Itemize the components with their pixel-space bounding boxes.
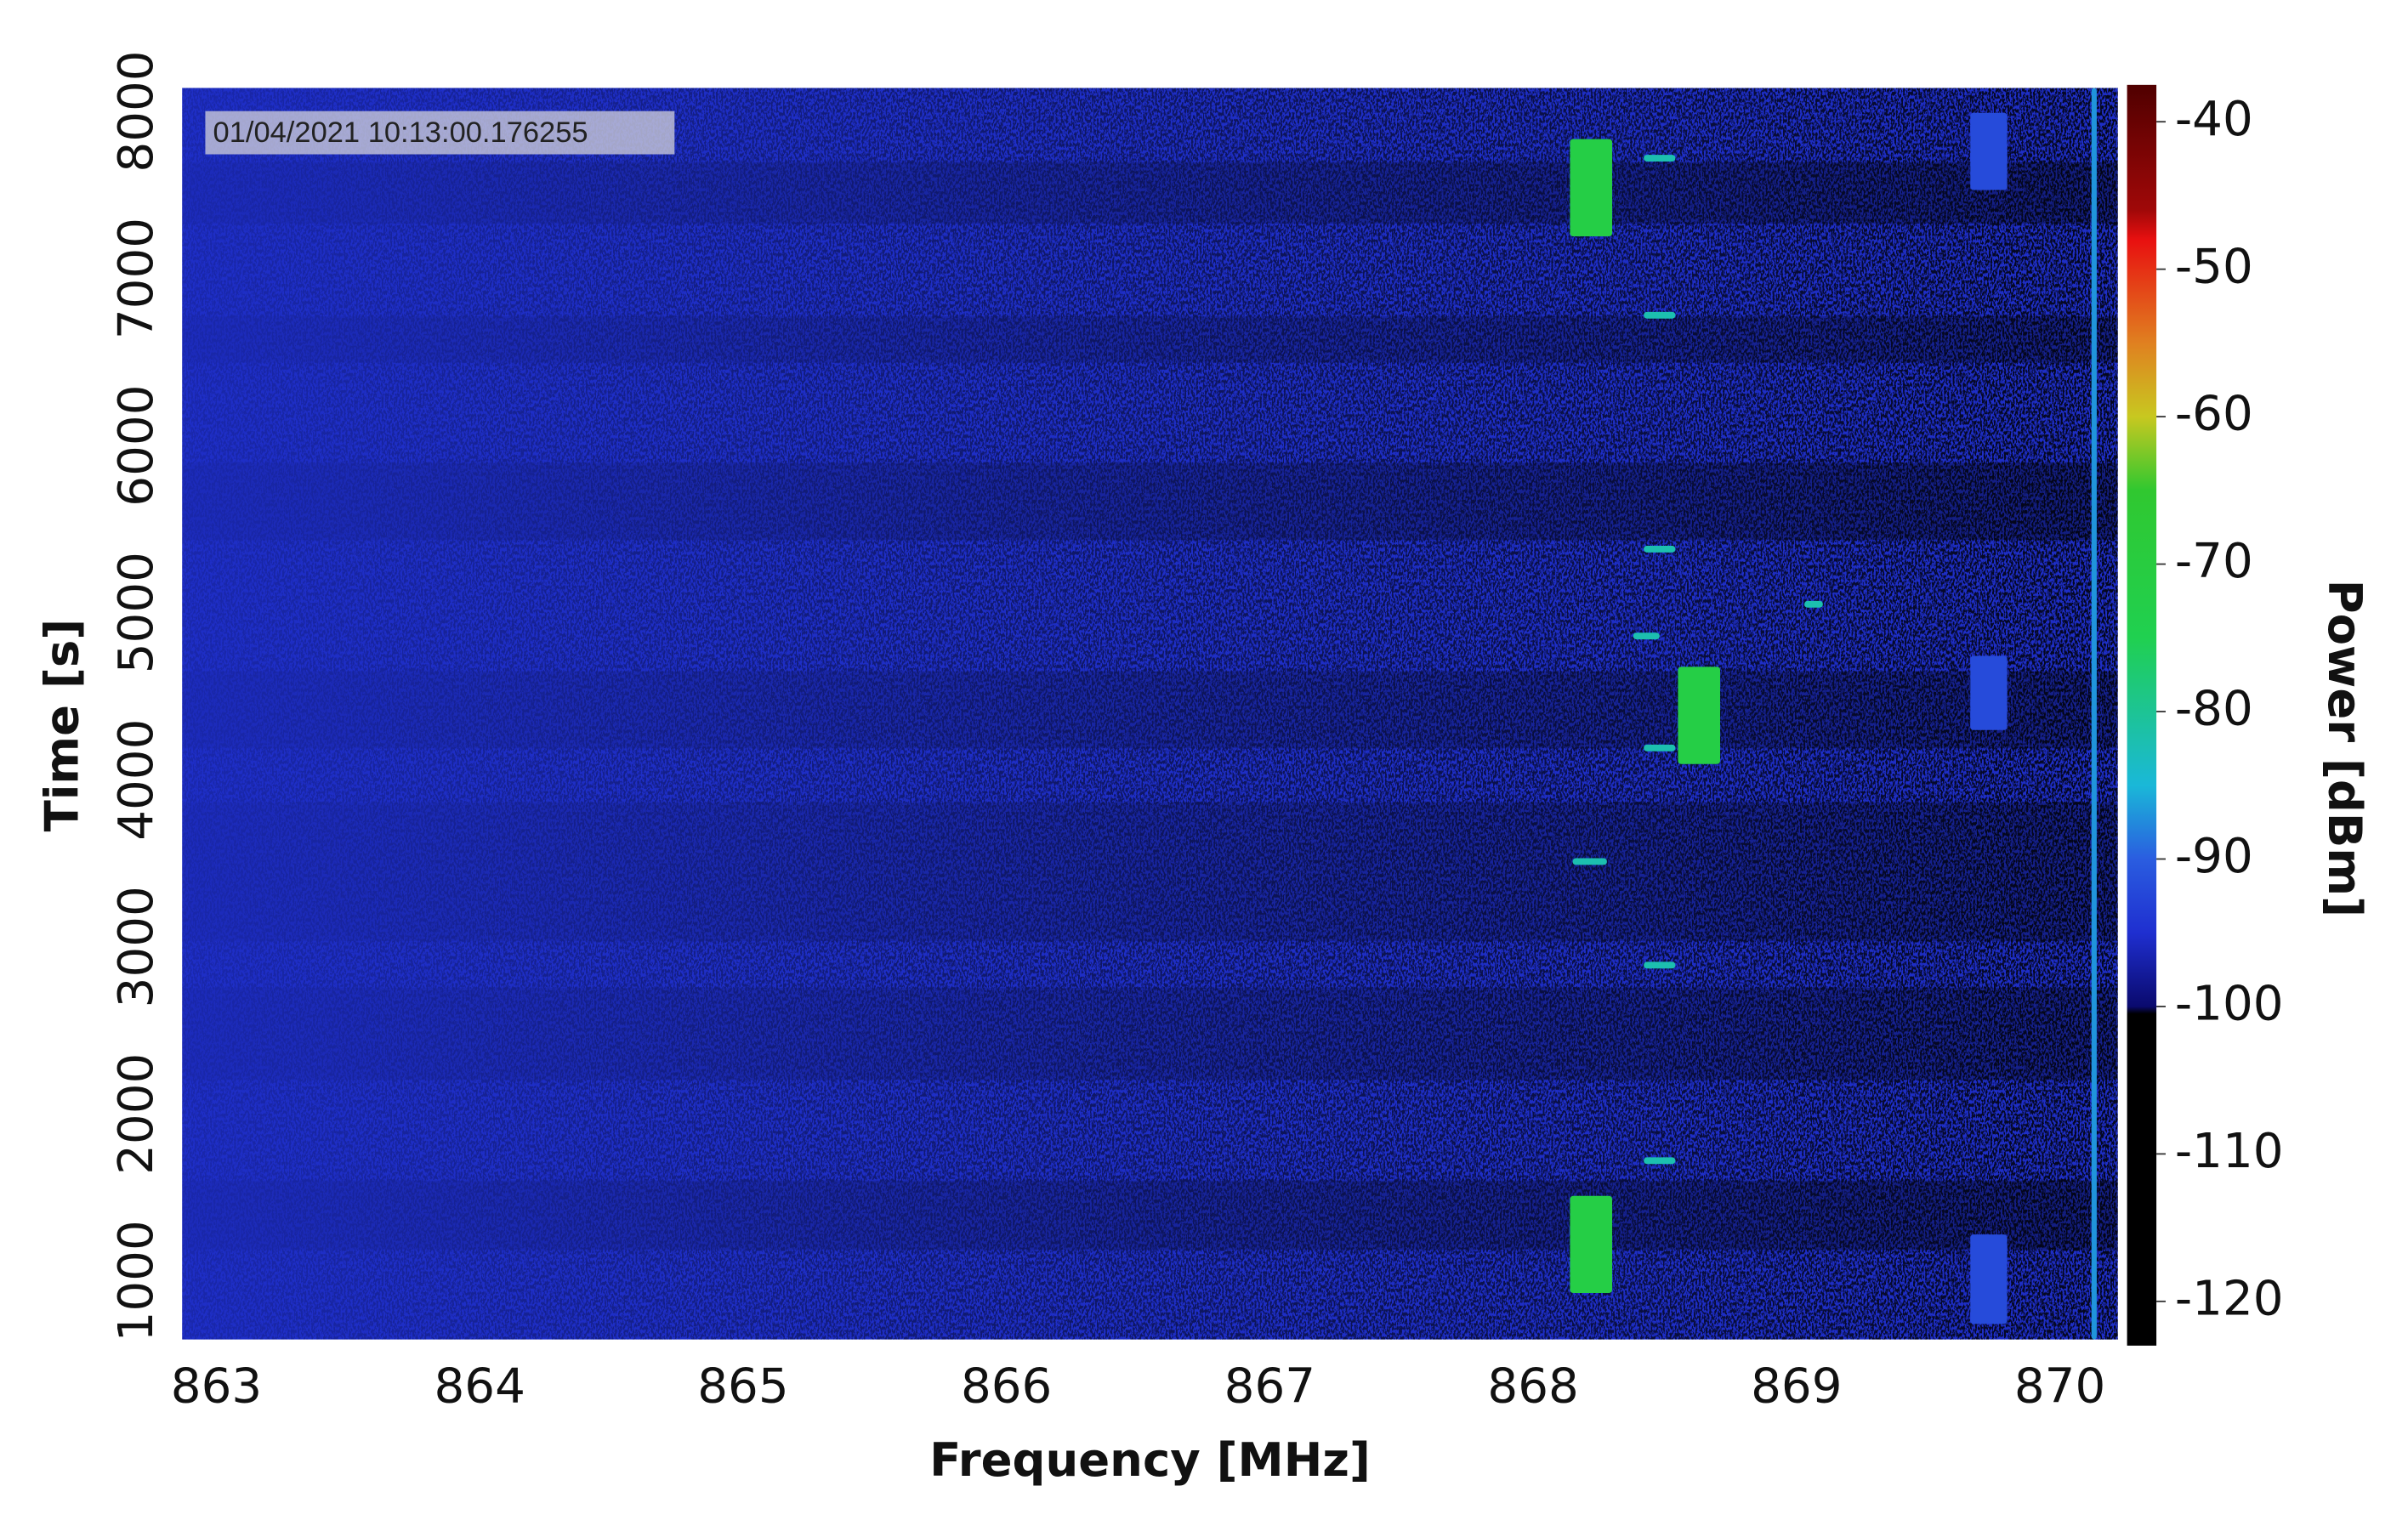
colorbar-tick-label: -90 <box>2175 829 2253 884</box>
colorbar-tick-label: -100 <box>2175 977 2284 1032</box>
y-tick-label: 1000 <box>109 1220 164 1341</box>
y-tick-label: 8000 <box>109 50 164 172</box>
x-tick-label: 870 <box>2014 1358 2105 1414</box>
signal <box>1572 858 1607 865</box>
colorbar-tick-label: -40 <box>2175 92 2253 147</box>
signal <box>1570 139 1613 237</box>
signal <box>1644 546 1676 553</box>
colorbar <box>2127 84 2157 1346</box>
y-tick-label: 6000 <box>109 384 164 506</box>
colorbar-tick-label: -120 <box>2175 1271 2284 1326</box>
signal <box>1644 311 1676 319</box>
x-axis-title: Frequency [MHz] <box>929 1432 1371 1487</box>
x-tick-label: 868 <box>1487 1358 1578 1414</box>
y-tick-label: 5000 <box>109 552 164 673</box>
signal <box>1644 1157 1676 1165</box>
colorbar-tick-label: -80 <box>2175 682 2253 737</box>
signal <box>1678 666 1721 764</box>
y-axis-title: Time [s] <box>34 619 88 832</box>
colorbar-tick-label: -110 <box>2175 1124 2284 1179</box>
signal <box>1644 155 1676 162</box>
x-tick-label: 866 <box>961 1358 1052 1414</box>
signal <box>1970 655 2008 730</box>
x-tick-label: 863 <box>171 1358 262 1414</box>
colorbar-title: Power [dBm] <box>2318 580 2372 917</box>
signal <box>1970 1234 2008 1324</box>
colorbar-tick-label: -50 <box>2175 239 2253 294</box>
x-tick-label: 864 <box>434 1358 525 1414</box>
signal <box>1970 112 2008 190</box>
x-tick-label: 867 <box>1224 1358 1315 1414</box>
y-tick-label: 7000 <box>109 218 164 339</box>
y-tick-label: 3000 <box>109 886 164 1007</box>
colorbar-tick-label: -60 <box>2175 387 2253 442</box>
annotation: 01/04/2021 10:13:00.176255 <box>213 116 588 149</box>
signals <box>1570 88 2097 1340</box>
signal <box>1633 632 1660 640</box>
signal <box>1644 961 1676 969</box>
annotation-box <box>205 111 675 155</box>
x-tick-label: 865 <box>697 1358 788 1414</box>
y-tick-label: 4000 <box>109 719 164 841</box>
colorbar-tick-label: -70 <box>2175 534 2253 589</box>
x-tick-label: 869 <box>1751 1358 1842 1414</box>
signal <box>1644 744 1676 751</box>
signal <box>2091 88 2097 1340</box>
y-tick-label: 2000 <box>109 1053 164 1175</box>
signal <box>1570 1195 1613 1293</box>
signal <box>1804 600 1823 608</box>
noise <box>182 88 2118 1340</box>
